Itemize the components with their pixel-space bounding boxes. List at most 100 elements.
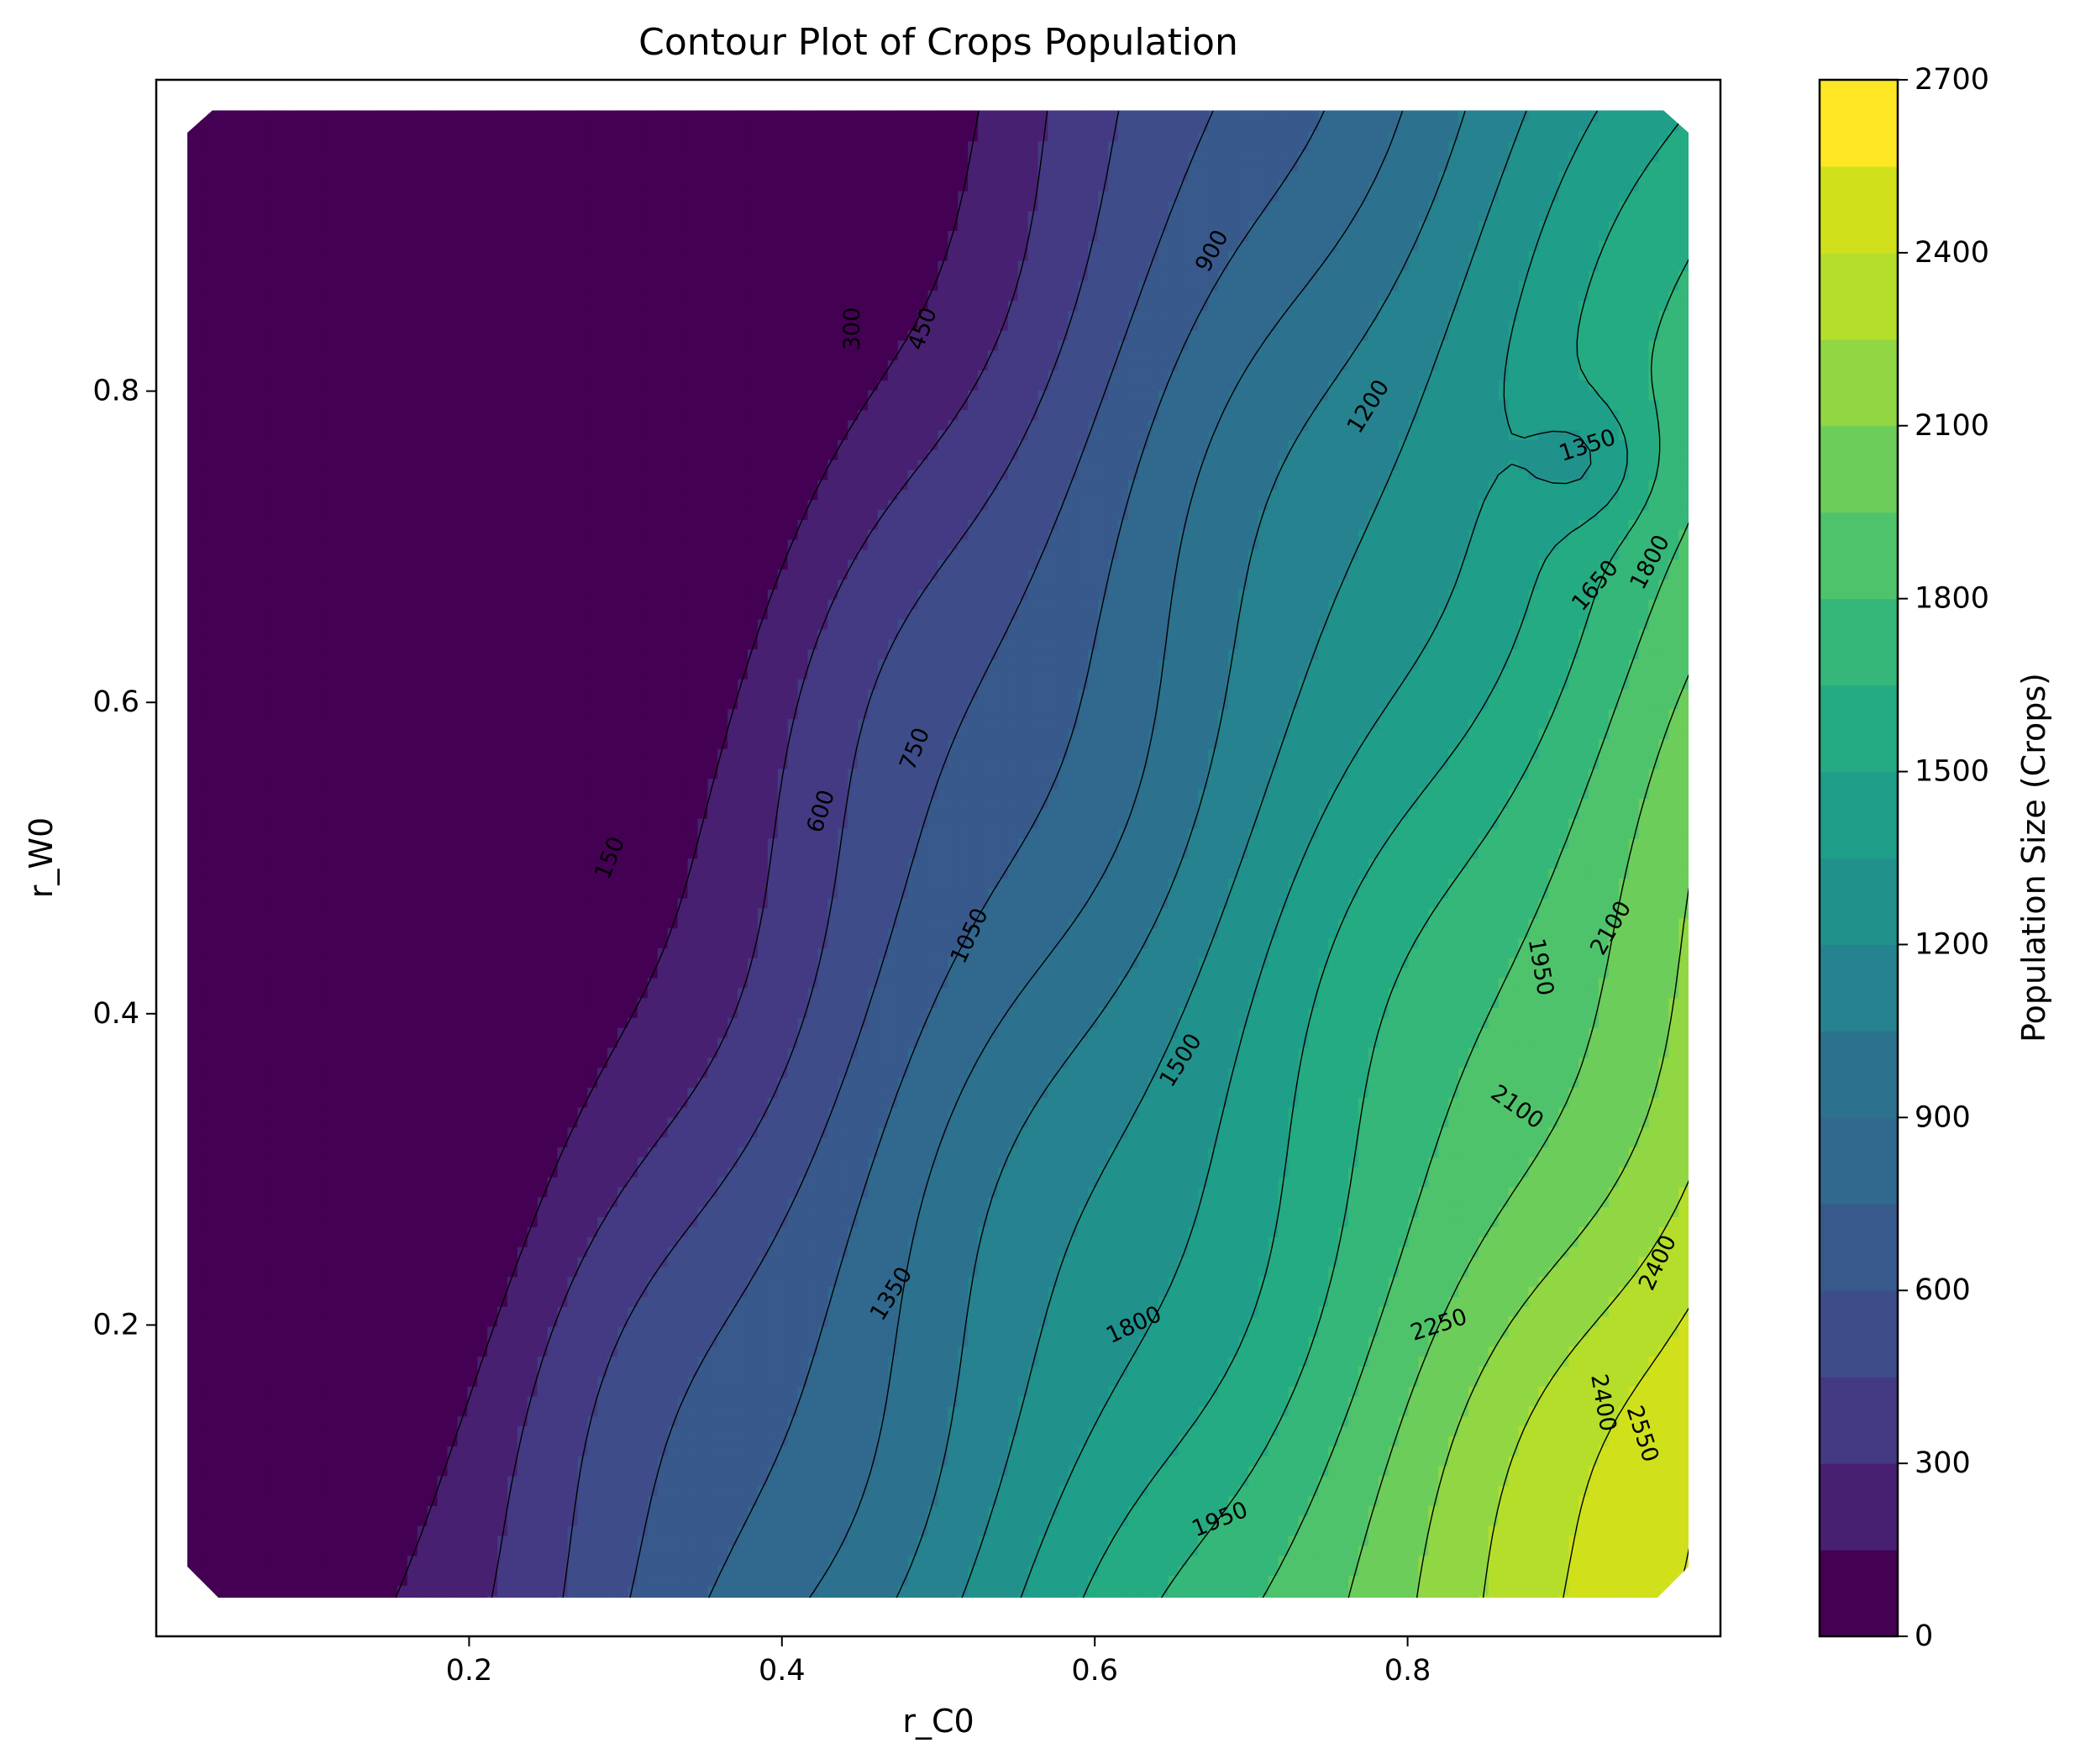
contour-cell bbox=[437, 717, 449, 729]
contour-cell bbox=[417, 1465, 428, 1477]
contour-cell bbox=[286, 140, 298, 152]
contour-cell bbox=[417, 1435, 428, 1446]
contour-cell bbox=[266, 170, 279, 181]
contour-cell bbox=[397, 857, 409, 869]
contour-cell bbox=[467, 449, 479, 460]
contour-cell bbox=[227, 1196, 239, 1208]
contour-cell bbox=[217, 190, 228, 202]
contour-cell bbox=[237, 359, 249, 370]
contour-cell bbox=[497, 219, 509, 231]
contour-cell bbox=[477, 1215, 489, 1227]
contour-cell bbox=[437, 449, 449, 460]
contour-cell bbox=[227, 1047, 239, 1058]
contour-cell bbox=[377, 1504, 389, 1516]
contour-cell bbox=[286, 379, 298, 391]
contour-cell bbox=[417, 1555, 428, 1567]
contour-cell bbox=[417, 1057, 428, 1068]
contour-cell bbox=[297, 1196, 308, 1208]
contour-cell bbox=[497, 1435, 509, 1446]
contour-cell bbox=[477, 1494, 489, 1506]
contour-cell bbox=[276, 1346, 289, 1357]
contour-cell bbox=[227, 658, 239, 669]
contour-cell bbox=[377, 1047, 389, 1058]
contour-cell bbox=[266, 549, 279, 560]
contour-cell bbox=[357, 688, 369, 700]
contour-cell bbox=[337, 897, 349, 909]
contour-cell bbox=[337, 1395, 349, 1407]
contour-cell bbox=[386, 987, 399, 999]
contour-cell bbox=[487, 219, 499, 231]
contour-cell bbox=[447, 140, 459, 152]
contour-cell bbox=[266, 618, 279, 630]
contour-cell bbox=[487, 827, 499, 839]
contour-cell bbox=[227, 717, 239, 729]
contour-cell bbox=[457, 1355, 469, 1367]
contour-cell bbox=[367, 1564, 379, 1576]
contour-cell bbox=[386, 628, 399, 640]
contour-cell bbox=[337, 638, 349, 650]
contour-cell bbox=[257, 778, 269, 790]
contour-cell bbox=[427, 479, 439, 491]
contour-cell bbox=[187, 1535, 198, 1546]
contour-cell bbox=[207, 190, 218, 202]
contour-cell bbox=[467, 1594, 479, 1598]
contour-cell bbox=[386, 638, 399, 650]
contour-cell bbox=[517, 1535, 529, 1546]
contour-cell bbox=[197, 1146, 208, 1158]
contour-cell bbox=[286, 538, 298, 550]
contour-cell bbox=[357, 518, 369, 530]
contour-cell bbox=[317, 1146, 328, 1158]
contour-cell bbox=[217, 1435, 228, 1446]
contour-cell bbox=[317, 1365, 328, 1377]
contour-cell bbox=[367, 1574, 379, 1586]
contour-cell bbox=[386, 319, 399, 331]
contour-cell bbox=[427, 1057, 439, 1068]
contour-cell bbox=[337, 598, 349, 610]
contour-cell bbox=[377, 727, 389, 739]
contour-cell bbox=[497, 1006, 509, 1018]
contour-cell bbox=[307, 1136, 318, 1148]
contour-cell bbox=[427, 459, 439, 470]
contour-cell bbox=[507, 160, 519, 171]
contour-cell bbox=[417, 648, 428, 659]
contour-cell bbox=[217, 1525, 228, 1536]
contour-cell bbox=[407, 459, 418, 470]
contour-cell bbox=[307, 1385, 318, 1397]
contour-cell bbox=[477, 857, 489, 869]
contour-cell bbox=[457, 150, 469, 161]
contour-cell bbox=[507, 738, 519, 749]
contour-cell bbox=[377, 947, 389, 958]
contour-cell bbox=[297, 827, 308, 839]
contour-cell bbox=[217, 438, 228, 450]
contour-cell bbox=[297, 239, 308, 251]
contour-cell bbox=[237, 917, 249, 929]
contour-cell bbox=[367, 568, 379, 580]
contour-cell bbox=[227, 508, 239, 520]
contour-cell bbox=[227, 1126, 239, 1138]
contour-cell bbox=[217, 1504, 228, 1516]
contour-cell bbox=[286, 668, 298, 680]
contour-cell bbox=[227, 1057, 239, 1068]
contour-cell bbox=[467, 1475, 479, 1487]
contour-cell bbox=[297, 708, 308, 720]
contour-cell bbox=[317, 1047, 328, 1058]
contour-cell bbox=[247, 518, 259, 530]
contour-cell bbox=[457, 289, 469, 301]
contour-cell bbox=[347, 817, 359, 829]
contour-cell bbox=[307, 758, 318, 769]
contour-cell bbox=[187, 449, 198, 460]
contour-cell bbox=[297, 778, 308, 790]
contour-cell bbox=[197, 688, 208, 700]
contour-cell bbox=[327, 289, 339, 301]
contour-cell bbox=[367, 1525, 379, 1536]
contour-cell bbox=[257, 379, 269, 391]
contour-cell bbox=[297, 528, 308, 540]
contour-cell bbox=[307, 1016, 318, 1028]
contour-cell bbox=[327, 219, 339, 231]
contour-cell bbox=[487, 1176, 499, 1188]
contour-cell bbox=[417, 708, 428, 720]
contour-cell bbox=[447, 848, 459, 859]
contour-cell bbox=[407, 1037, 418, 1048]
contour-cell bbox=[477, 797, 489, 809]
contour-cell bbox=[357, 1395, 369, 1407]
